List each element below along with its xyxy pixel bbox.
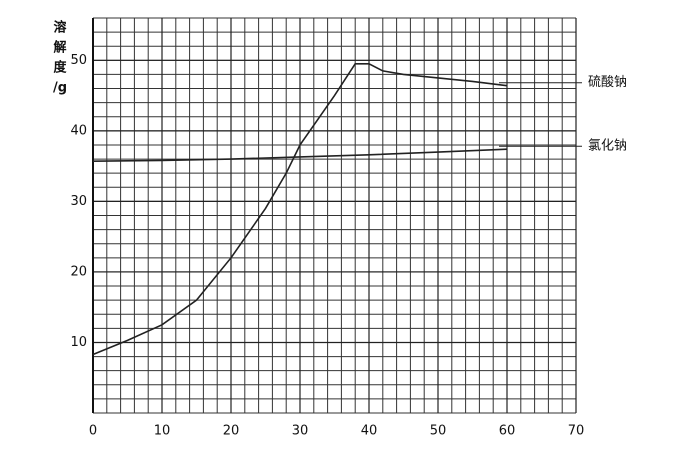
series-label: 硫酸钠 [588,75,627,90]
x-tick-label: 70 [568,424,585,439]
y-axis-label: 解 [52,40,66,56]
y-tick-label: 20 [70,264,87,279]
y-tick-label: 40 [70,123,87,138]
x-tick-label: 10 [154,424,171,439]
x-tick-label: 30 [292,424,309,439]
y-tick-label: 10 [70,335,87,350]
series-line [92,148,508,162]
series-label: 氯化钠 [588,139,627,154]
y-tick-label: 50 [70,53,87,68]
y-axis-label: 溶 [53,20,66,36]
series-line [92,63,508,356]
x-tick-label: 20 [223,424,240,439]
x-tick-label: 60 [499,424,516,439]
y-axis-label: /g [53,81,67,96]
y-axis-label: 度 [53,60,67,76]
x-tick-label: 0 [89,424,97,439]
x-tick-label: 40 [361,424,378,439]
x-tick-label: 50 [430,424,447,439]
y-tick-label: 30 [70,194,87,209]
